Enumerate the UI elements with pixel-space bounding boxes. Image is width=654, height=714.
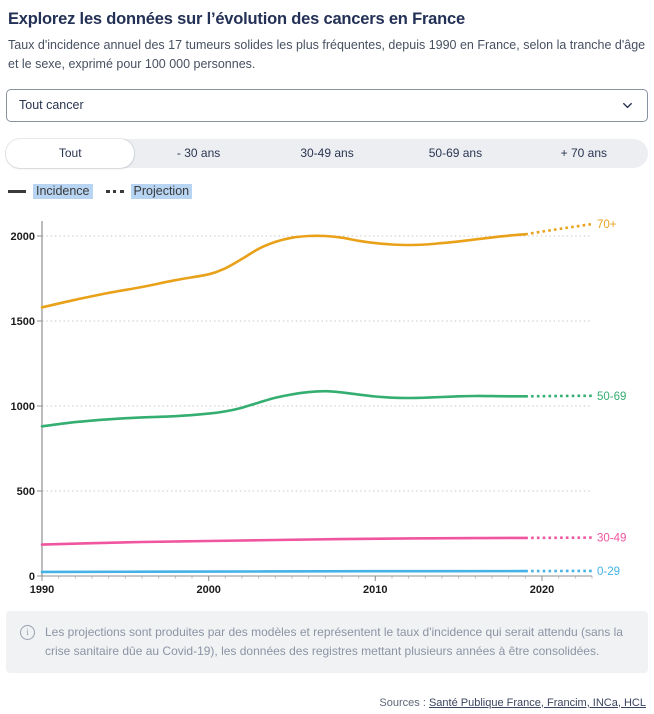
cancer-type-select[interactable]: Tout cancer [6,88,648,122]
page-title: Explorez les données sur l’évolution des… [8,10,465,28]
x-tick-label-2010: 2010 [363,584,387,596]
chevron-down-icon [620,98,635,113]
x-tick-label-2020: 2020 [530,584,554,596]
series-70+-label: 70+ [597,219,617,231]
legend-projection-label: Projection [130,183,193,200]
cancer-type-select-value: Tout cancer [19,98,84,113]
series-0-29-label: 0-29 [597,566,620,578]
x-tick-label-1990: 1990 [30,584,54,596]
sources-prefix: Sources : [379,696,429,709]
incidence-line-swatch [8,190,26,194]
age-group-tabs: Tout - 30 ans 30-49 ans 50-69 ans + 70 a… [6,138,648,168]
page-subtitle: Taux d'incidence annuel des 17 tumeurs s… [8,38,646,72]
projection-note: i Les projections sont produites par des… [6,611,648,673]
y-tick-label-1500: 1500 [11,316,35,328]
series-50-69-incidence-line [40,390,527,429]
series-50-69-label: 50-69 [597,391,626,403]
chart-legend: Incidence Projection [8,183,646,200]
y-tick-label-0: 0 [29,571,35,583]
incidence-chart-svg: 0 500 1000 1500 2000 1990 2000 2010 2020 70+ 50-69… [11,219,627,596]
tab-moins-30-ans[interactable]: - 30 ans [176,146,221,161]
series-70+-projection-line [525,223,593,236]
incidence-chart: 0 500 1000 1500 2000 1990 2000 2010 2020 70+ 50-69… [0,203,654,607]
tab-tout[interactable]: Tout [6,138,135,168]
y-tick-label-1000: 1000 [11,401,35,413]
series-30-49-label: 30-49 [597,533,626,545]
series-30-49-incidence-line [40,536,527,547]
y-tick-label-2000: 2000 [11,231,35,243]
series-0-29-incidence-line [40,570,527,574]
sources-link[interactable]: Santé Publique France, Francim, INCa, HC… [428,696,646,709]
tab-50-69-ans[interactable]: 50-69 ans [428,146,483,161]
series-70+-incidence-line [40,233,527,310]
x-tick-label-2000: 2000 [196,584,220,596]
projection-line-swatch [105,190,124,194]
tab-30-49-ans[interactable]: 30-49 ans [300,146,354,161]
sources-line: Sources : Santé Publique France, Francim… [8,697,646,709]
info-icon: i [20,625,35,641]
y-tick-label-500: 500 [17,486,35,498]
projection-note-text: Les projections sont produites par des m… [45,625,623,658]
legend-incidence-label: Incidence [33,183,93,200]
series-50-69-projection-line [525,394,593,398]
tab-plus-70-ans[interactable]: + 70 ans [560,146,608,161]
